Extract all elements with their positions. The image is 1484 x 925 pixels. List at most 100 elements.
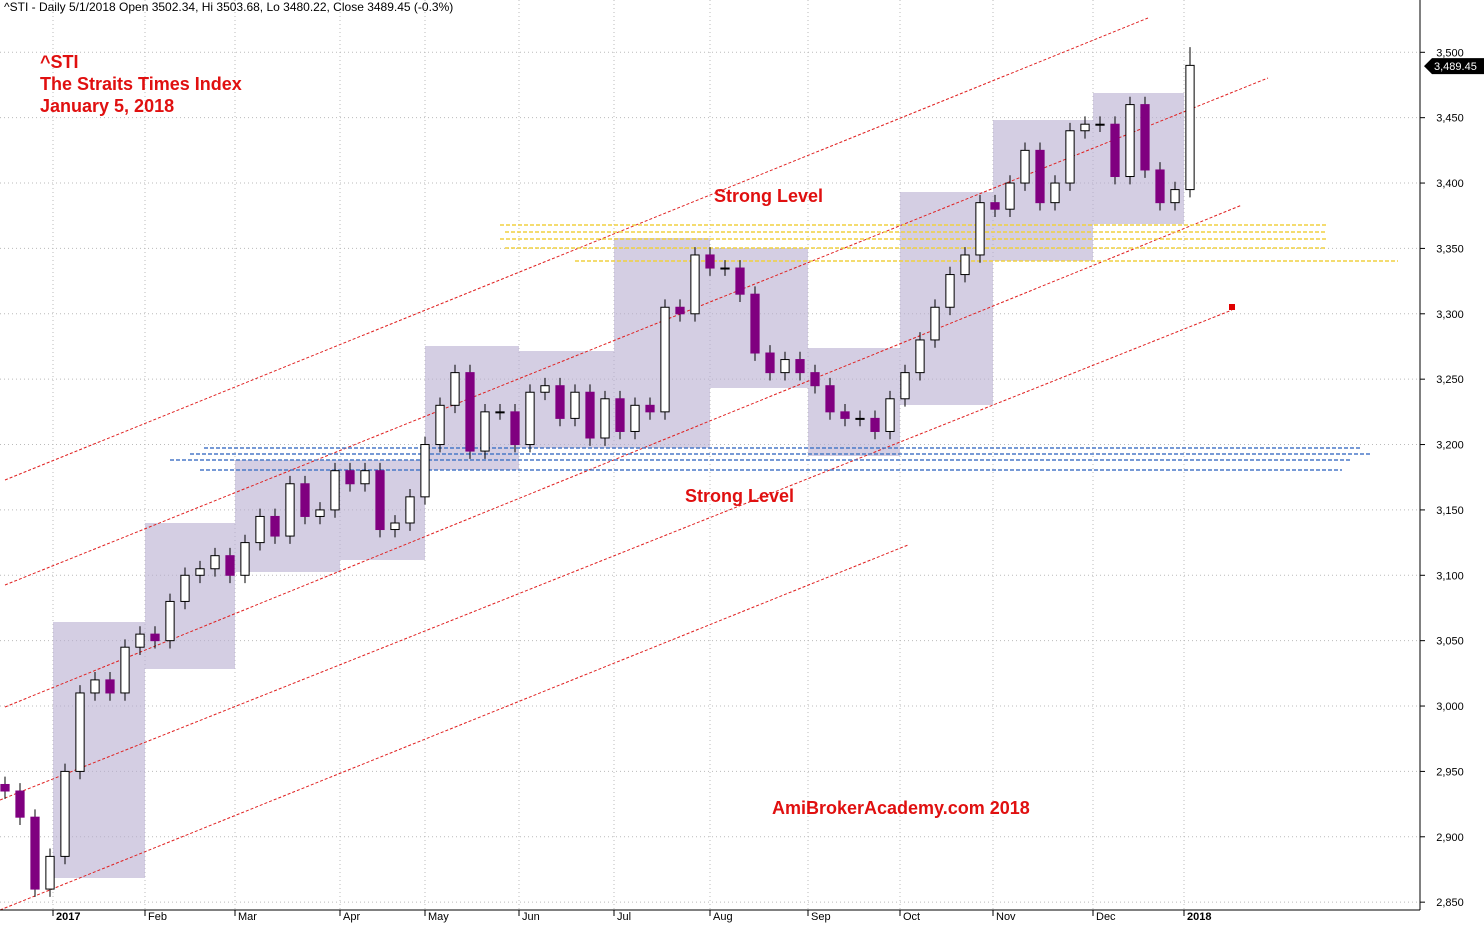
chart-title: ^STI [40,52,79,72]
y-tick-label: 2,900 [1436,832,1464,844]
candle-body [585,391,595,439]
resistance-lines [500,224,1398,262]
candle-body [1140,104,1150,171]
candle-body [1125,104,1135,178]
y-tick-label: 3,100 [1436,570,1464,582]
x-tick-label: May [428,911,449,923]
candle-body [810,372,820,387]
range-box [519,351,614,448]
candle-body [510,411,520,446]
candle-body [915,339,925,374]
x-tick-label: Nov [996,911,1016,923]
candle-body [690,254,700,315]
candle-body [795,359,805,374]
annotation: AmiBrokerAcademy.com 2018 [772,798,1030,818]
trend-line [0,544,909,911]
candle-body [195,568,205,576]
candle-body [825,385,835,413]
candle-body [240,542,250,576]
y-tick-label: 3,250 [1436,374,1464,386]
last-price-label: 3,489.45 [1434,61,1477,73]
candle-body [645,404,655,413]
x-tick-label: 2018 [1187,911,1211,923]
candle-body [570,391,580,419]
candle-body [675,306,685,315]
x-tick-label: Jun [522,911,540,923]
candle-body [1110,123,1120,178]
candle-body [15,790,25,818]
candle-body [1050,182,1060,204]
annotation: Strong Level [714,186,823,206]
candle-body [1080,123,1090,132]
candle-body [150,633,160,642]
trend-lines [0,17,1269,911]
y-tick-label: 3,200 [1436,440,1464,452]
candle-body [135,633,145,648]
candle-body [210,555,220,570]
chart-subtitle: The Straits Times Index [40,74,242,94]
candle-body [780,359,790,374]
candle-body [480,411,490,452]
candle-body [975,202,985,256]
y-tick-label: 3,050 [1436,636,1464,648]
candle-body [1095,123,1105,126]
candle-body [945,274,955,308]
candle-body [855,417,865,420]
candle-body [1035,149,1045,204]
candle-body [330,470,340,511]
candle-body [30,816,40,890]
x-tick-label: 2017 [56,911,80,923]
candle-body [885,398,895,432]
candle-body [840,411,850,419]
candle-body [1065,130,1075,184]
candle-body [1185,64,1195,191]
candle-body [1005,182,1015,210]
marker [1229,304,1235,310]
x-tick-label: Mar [238,911,257,923]
header: ^STI - Daily 5/1/2018 Open 3502.34, Hi 3… [4,0,453,14]
candle-body [75,692,85,772]
range-box [1093,93,1184,224]
support-lines [170,447,1372,471]
candle-body [930,306,940,341]
candle-body [315,509,325,517]
candle-body [285,483,295,537]
candle-body [720,267,730,270]
x-tick-label: Apr [343,911,360,923]
candle-body [1170,189,1180,204]
trend-line [4,17,1149,481]
candle-body [1155,169,1165,204]
candle-body [495,411,505,414]
candle-body [960,254,970,276]
candle-body [555,385,565,419]
y-tick-label: 3,300 [1436,309,1464,321]
candle-body [180,574,190,602]
x-tick-label: Dec [1096,911,1116,923]
candle-body [375,470,385,531]
candle-body [255,515,265,544]
candle-body [300,483,310,517]
annotation: Strong Level [685,486,794,506]
candle-body [540,385,550,393]
last-price-box [1424,58,1484,75]
x-tick-label: Sep [811,911,831,923]
last-price: 3,489.45 [1424,58,1484,75]
range-box [145,523,235,669]
candle-body [870,417,880,432]
candle-body [765,352,775,374]
y-tick-label: 3,450 [1436,113,1464,125]
y-tick-label: 3,350 [1436,243,1464,255]
candle-body [465,372,475,452]
candle-body [735,267,745,295]
candle-body [405,496,415,524]
candle-body [435,404,445,446]
candle-body [750,293,760,354]
y-tick-label: 2,950 [1436,766,1464,778]
y-tick-label: 2,850 [1436,897,1464,909]
y-tick-label: 3,500 [1436,47,1464,59]
candle-body [225,555,235,576]
x-tick-label: Oct [903,911,920,923]
candle-body [0,783,10,792]
